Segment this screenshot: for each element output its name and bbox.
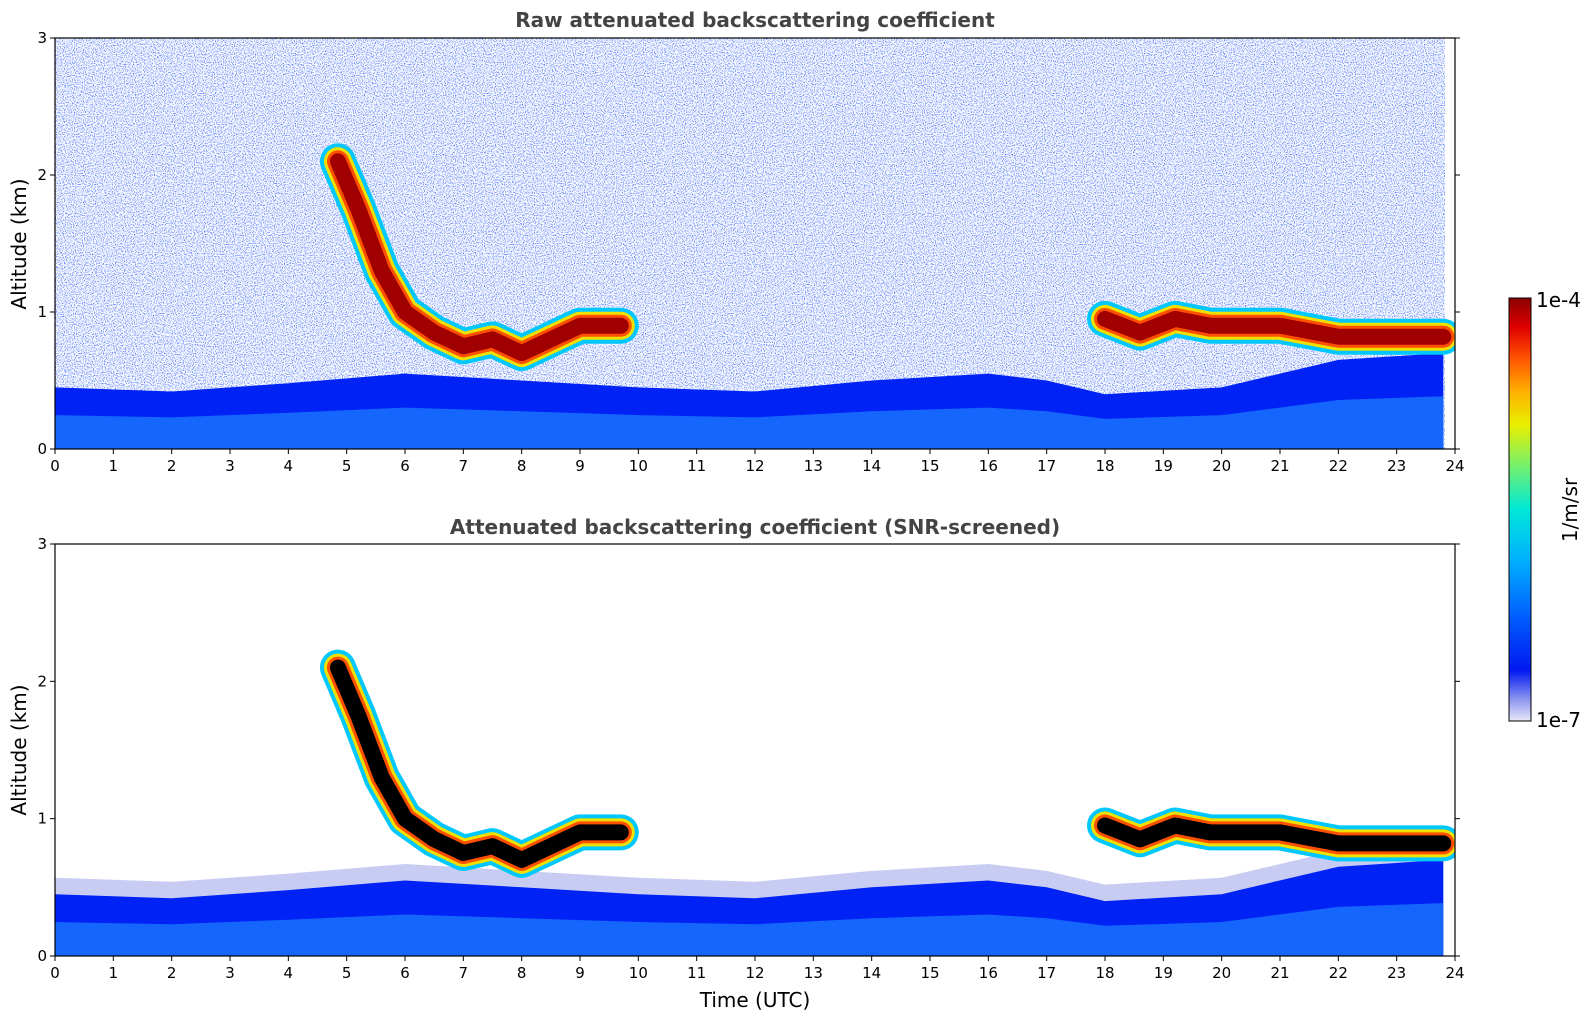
x-tick-label: 5 <box>342 964 352 982</box>
x-tick-label: 4 <box>284 964 294 982</box>
x-tick-label: 2 <box>167 457 177 475</box>
panel-screened-heatmap <box>55 544 1455 956</box>
x-tick-label: 7 <box>459 964 469 982</box>
x-tick-label: 14 <box>862 964 881 982</box>
x-tick-label: 11 <box>687 964 706 982</box>
x-tick-label: 15 <box>920 964 939 982</box>
x-tick-label: 23 <box>1387 964 1406 982</box>
screened-boundary-layer <box>55 843 1444 956</box>
y-tick-label: 2 <box>37 672 47 690</box>
x-tick-label: 13 <box>804 457 823 475</box>
x-tick-label: 21 <box>1270 457 1289 475</box>
panel-screened-xlabel: Time (UTC) <box>699 988 811 1012</box>
x-tick-label: 8 <box>517 457 527 475</box>
boundary-layer-core <box>55 396 1444 449</box>
panel-screened-y-ticks: 0 1 2 3 <box>37 535 1460 965</box>
x-tick-label: 19 <box>1154 964 1173 982</box>
panel-raw-heatmap <box>55 38 1455 449</box>
x-tick-label: 18 <box>1095 964 1114 982</box>
raw-cloud-layers <box>319 143 1455 372</box>
colorbar: 1e-4 1e-7 1/m/sr <box>1508 288 1582 732</box>
cloud-layer-1 <box>1097 310 1452 345</box>
panel-raw-y-ticks: 0 1 2 3 <box>37 29 1460 458</box>
x-tick-label: 15 <box>920 457 939 475</box>
colorbar-max-label: 1e-4 <box>1536 288 1581 312</box>
x-tick-label: 16 <box>979 964 998 982</box>
x-tick-label: 20 <box>1212 457 1231 475</box>
x-tick-label: 7 <box>459 457 469 475</box>
x-tick-label: 3 <box>225 964 235 982</box>
x-tick-label: 10 <box>629 457 648 475</box>
colorbar-unit-label: 1/m/sr <box>1558 477 1582 542</box>
y-tick-label: 1 <box>37 303 47 321</box>
panel-raw-ylabel: Altitude (km) <box>7 178 31 309</box>
x-tick-label: 5 <box>342 457 352 475</box>
cloud-layer-0 <box>329 153 629 362</box>
x-tick-label: 4 <box>284 457 294 475</box>
x-tick-label: 2 <box>167 964 177 982</box>
x-tick-label: 16 <box>979 457 998 475</box>
x-tick-label: 17 <box>1037 964 1056 982</box>
x-tick-label: 19 <box>1154 457 1173 475</box>
x-tick-label: 10 <box>629 964 648 982</box>
x-tick-label: 3 <box>225 457 235 475</box>
x-tick-label: 0 <box>50 457 60 475</box>
x-tick-label: 20 <box>1212 964 1231 982</box>
x-tick-label: 9 <box>575 964 585 982</box>
panel-screened-ylabel: Altitude (km) <box>7 684 31 815</box>
x-tick-label: 11 <box>687 457 706 475</box>
x-tick-label: 6 <box>400 457 410 475</box>
x-tick-label: 21 <box>1270 964 1289 982</box>
x-tick-label: 14 <box>862 457 881 475</box>
y-tick-label: 2 <box>37 166 47 184</box>
panel-screened-title: Attenuated backscattering coefficient (S… <box>450 515 1060 539</box>
x-tick-label: 24 <box>1445 964 1464 982</box>
y-tick-label: 3 <box>37 535 47 553</box>
x-tick-label: 9 <box>575 457 585 475</box>
y-tick-label: 0 <box>37 947 47 965</box>
x-tick-label: 22 <box>1329 964 1348 982</box>
panel-raw-x-ticks: 0 1 2 3 4 5 6 7 8 9 10 11 12 13 14 15 16 17 18 19 20 21 22 23 24 <box>50 449 1465 475</box>
cloud-layer-0 <box>329 659 629 868</box>
x-tick-label: 23 <box>1387 457 1406 475</box>
x-tick-label: 12 <box>745 964 764 982</box>
x-tick-label: 24 <box>1445 457 1464 475</box>
x-tick-label: 1 <box>109 457 119 475</box>
y-tick-label: 1 <box>37 810 47 828</box>
raw-boundary-layer <box>55 353 1444 449</box>
colorbar-gradient <box>1508 297 1532 722</box>
x-tick-label: 13 <box>804 964 823 982</box>
panel-screened-x-ticks: 0 1 2 3 4 5 6 7 8 9 10 11 12 13 14 15 16 17 18 19 20 21 22 23 24 <box>50 956 1465 982</box>
x-tick-label: 0 <box>50 964 60 982</box>
panel-raw-title: Raw attenuated backscattering coefficien… <box>515 8 995 32</box>
x-tick-label: 22 <box>1329 457 1348 475</box>
y-tick-label: 0 <box>37 440 47 458</box>
boundary-layer-core <box>55 903 1444 956</box>
screened-cloud-layers <box>319 649 1455 878</box>
cloud-layer-1 <box>1097 817 1452 852</box>
raw-noise-field <box>55 38 1445 449</box>
x-tick-label: 18 <box>1095 457 1114 475</box>
x-tick-label: 12 <box>745 457 764 475</box>
x-tick-label: 6 <box>400 964 410 982</box>
x-tick-label: 8 <box>517 964 527 982</box>
panel-raw: Raw attenuated backscattering coefficien… <box>7 8 1465 475</box>
x-tick-label: 17 <box>1037 457 1056 475</box>
y-tick-label: 3 <box>37 29 47 47</box>
colorbar-min-label: 1e-7 <box>1536 708 1581 732</box>
x-tick-label: 1 <box>109 964 119 982</box>
panel-screened: Attenuated backscattering coefficient (S… <box>7 515 1465 1012</box>
